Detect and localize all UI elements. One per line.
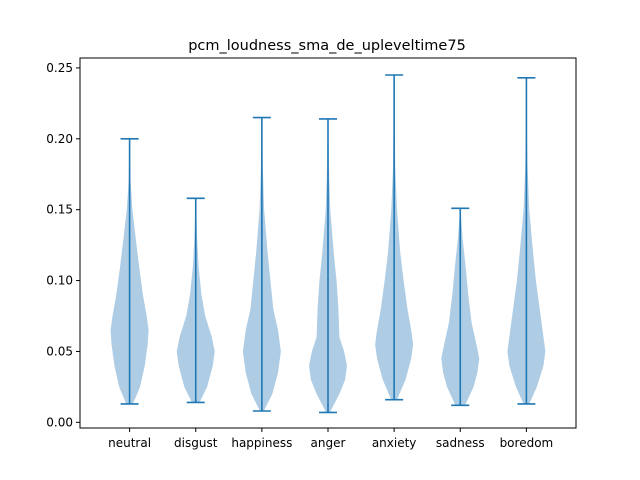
chart-title: pcm_loudness_sma_de_upleveltime75 (188, 38, 466, 54)
y-tick-label: 0.00 (46, 415, 73, 429)
y-tick-label: 0.10 (46, 274, 73, 288)
y-tick-label: 0.25 (46, 61, 73, 75)
violins-group (110, 74, 546, 414)
x-tick-label: happiness (231, 436, 292, 450)
x-tick-label: disgust (174, 436, 218, 450)
x-axis: neutral disgust happiness anger anxiety sadne… (108, 428, 553, 450)
x-tick-label: anxiety (372, 436, 417, 450)
y-axis: 0.00 0.05 0.10 0.15 0.20 0.25 (46, 61, 80, 429)
y-tick-label: 0.05 (46, 344, 73, 358)
y-tick-label: 0.15 (46, 203, 73, 217)
y-tick-label: 0.20 (46, 132, 73, 146)
x-tick-label: boredom (500, 436, 554, 450)
x-tick-label: sadness (436, 436, 485, 450)
x-tick-label: anger (311, 436, 346, 450)
x-tick-label: neutral (108, 436, 151, 450)
